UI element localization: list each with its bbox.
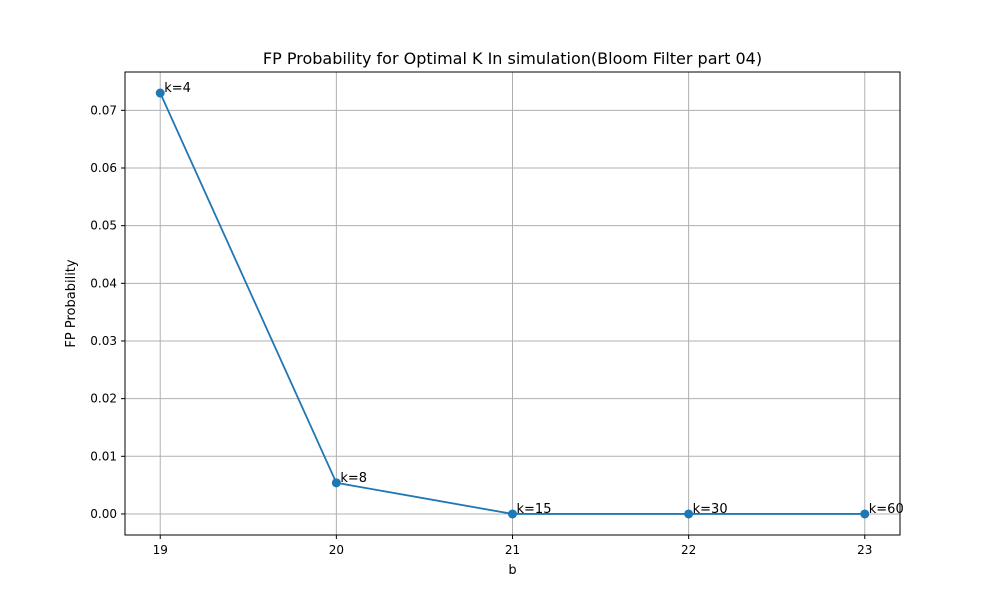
x-axis: 19 20 21 22 23: [153, 535, 872, 557]
y-tick-label: 0.00: [90, 507, 117, 521]
data-point: [684, 509, 694, 519]
series: k=4 k=8 k=15 k=30 k=60: [155, 81, 904, 519]
y-tick-label: 0.03: [90, 334, 117, 348]
x-tick-label: 19: [153, 543, 168, 557]
grid: [125, 72, 900, 535]
y-tick-label: 0.04: [90, 276, 117, 290]
y-tick-label: 0.02: [90, 392, 117, 406]
point-label: k=15: [517, 502, 552, 517]
data-point: [155, 88, 165, 98]
data-point: [508, 509, 517, 519]
x-axis-label: b: [508, 563, 516, 578]
x-tick-label: 23: [857, 543, 872, 557]
data-point: [331, 478, 341, 488]
point-label: k=4: [164, 81, 191, 96]
y-tick-label: 0.01: [90, 449, 117, 463]
y-tick-label: 0.05: [90, 219, 117, 233]
point-label: k=30: [693, 502, 728, 517]
data-point: [860, 509, 870, 519]
y-axis: 0.00 0.01 0.02 0.03 0.04 0.05 0.06 0.07: [90, 103, 125, 521]
x-tick-label: 21: [505, 543, 520, 557]
point-label: k=8: [340, 471, 367, 486]
chart-title: FP Probability for Optimal K In simulati…: [263, 49, 762, 68]
y-tick-label: 0.07: [90, 103, 117, 117]
y-axis-label: FP Probability: [64, 259, 79, 347]
x-tick-label: 20: [329, 543, 344, 557]
point-label: k=60: [869, 502, 904, 517]
x-tick-label: 22: [681, 543, 696, 557]
y-tick-label: 0.06: [90, 161, 117, 175]
